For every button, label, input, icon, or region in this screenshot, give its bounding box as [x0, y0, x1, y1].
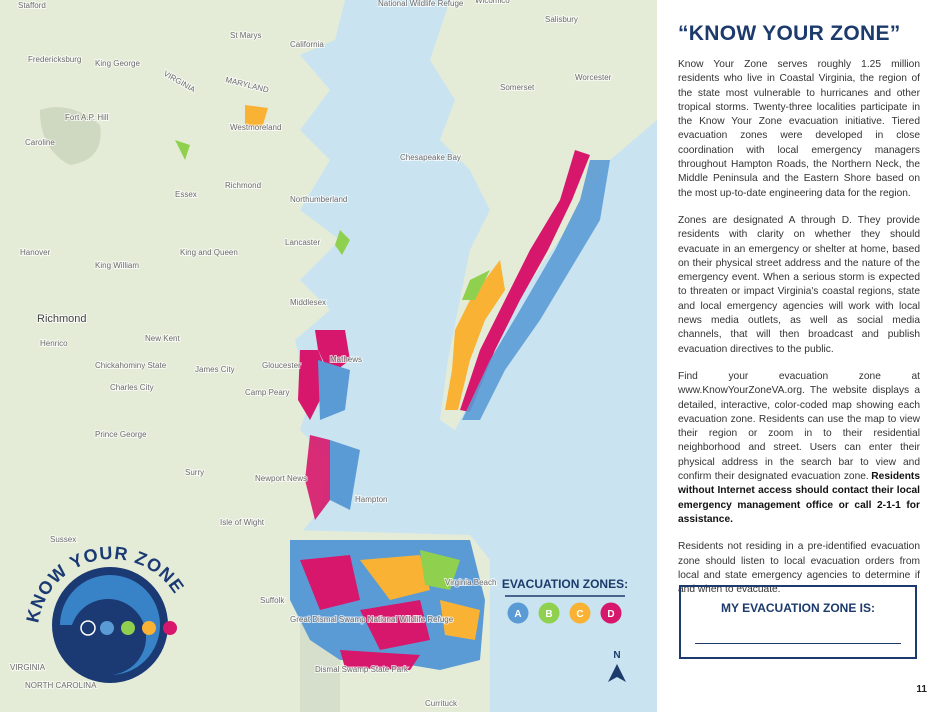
write-in-line: [695, 643, 901, 644]
fort-area: [40, 107, 101, 165]
legend-label: C: [576, 609, 583, 620]
zone-b: [420, 550, 460, 590]
map-label: Virginia Beach: [445, 578, 496, 587]
legend-swatch: [600, 602, 622, 624]
legend-label: B: [545, 609, 552, 620]
eastern-land: [430, 0, 657, 430]
map-label: Essex: [175, 190, 197, 199]
map-label: New Kent: [145, 334, 180, 343]
legend-swatch: [569, 602, 591, 624]
zone-a: [318, 360, 350, 420]
map-label: Lancaster: [285, 238, 320, 247]
map-label: Mathews: [330, 355, 362, 364]
legend-label: A: [514, 609, 521, 620]
zone-c: [445, 260, 505, 410]
map-label: James City: [195, 365, 235, 374]
map-label: King William: [95, 261, 139, 270]
map-label: Richmond: [37, 313, 87, 325]
zone-d: [300, 555, 360, 610]
paragraph-emphasis: Residents without Internet access should…: [678, 471, 920, 525]
legend: EVACUATION ZONES: A B C D: [502, 577, 628, 624]
zone-b: [335, 230, 350, 255]
map-label: Dismal Swamp State Park: [315, 665, 409, 674]
western-land: [0, 0, 345, 712]
map-label: Northumberland: [290, 195, 347, 204]
map-label: Currituck: [425, 699, 458, 708]
paragraph: Residents not residing in a pre-identifi…: [678, 541, 920, 596]
paragraph-text: Find your evacuation zone at www.KnowYou…: [678, 370, 920, 483]
map-label: Isle of Wight: [220, 518, 265, 527]
map-label: Camp Peary: [245, 388, 289, 397]
zone-a: [330, 440, 360, 510]
zone-box: MY EVACUATION ZONE IS:: [679, 585, 917, 659]
legend-title: EVACUATION ZONES:: [502, 577, 628, 591]
zone-b: [462, 270, 490, 300]
map-label: Sussex: [50, 535, 76, 544]
map-label: Caroline: [25, 138, 55, 147]
map-label: Somerset: [500, 83, 535, 92]
zone-c: [245, 105, 268, 128]
paragraph: Find your evacuation zone at www.KnowYou…: [678, 370, 920, 527]
map-label: NORTH CAROLINA: [25, 681, 97, 690]
map-label: Great Dismal Swamp National Wildlife Ref…: [290, 615, 454, 624]
map-label: Chickahominy State: [95, 361, 167, 370]
legend-swatch: [538, 602, 560, 624]
paragraph: Zones are designated A through D. They p…: [678, 214, 920, 355]
north-arrow-shape: [608, 664, 626, 682]
north-label: N: [613, 650, 620, 661]
map-label: King George: [95, 59, 140, 68]
map-label: Wicomico: [475, 0, 510, 5]
zone-a: [462, 160, 610, 420]
article: “KNOW YOUR ZONE” Know Your Zone serves r…: [678, 22, 920, 610]
map-label: Chesapeake Bay: [400, 153, 461, 162]
map-label: California: [290, 40, 324, 49]
map-label: Stafford: [18, 1, 46, 10]
map-label: National Wildlife Refuge: [378, 0, 464, 8]
page-number: 11: [916, 684, 927, 695]
map-label: Hanover: [20, 248, 51, 257]
map-label: Newport News: [255, 474, 307, 483]
zone-d: [340, 650, 420, 670]
paragraph: Know Your Zone serves roughly 1.25 milli…: [678, 59, 920, 199]
map-label: St Marys: [230, 31, 262, 40]
map-label: Henrico: [40, 339, 68, 348]
legend-swatch: [507, 602, 529, 624]
logo-dot: [142, 621, 156, 635]
map-label: Fort A.P. Hill: [65, 113, 109, 122]
map-label: Middlesex: [290, 298, 326, 307]
north-arrow: N: [608, 650, 626, 682]
zone-b: [175, 140, 190, 160]
legend-label: D: [607, 609, 614, 620]
map-label: Prince George: [95, 430, 147, 439]
logo-dot: [100, 621, 114, 635]
zone-d: [305, 435, 330, 520]
map-label: VIRGINIA: [10, 663, 46, 672]
logo-swirl: [60, 575, 160, 675]
logo-dot: [163, 621, 177, 635]
zone-d: [315, 330, 350, 375]
map-label: Charles City: [110, 383, 154, 392]
map-label: Gloucester: [262, 361, 301, 370]
map-label: Worcester: [575, 73, 612, 82]
map-label: Fredericksburg: [28, 55, 81, 64]
zone-d: [460, 150, 590, 412]
map: Stafford Fredericksburg King George St Mary…: [0, 0, 657, 712]
article-title: “KNOW YOUR ZONE”: [678, 22, 901, 45]
map-label: Surry: [185, 468, 204, 477]
map-label: King and Queen: [180, 248, 238, 257]
zone-c: [440, 600, 480, 640]
map-label: Hampton: [355, 495, 387, 504]
map-label: Westmoreland: [230, 123, 281, 132]
map-label: Suffolk: [260, 596, 285, 605]
map-label: Richmond: [225, 181, 261, 190]
logo-dot: [121, 621, 135, 635]
logo-dot: [80, 620, 96, 636]
zone-d: [360, 600, 430, 650]
zone-c: [360, 555, 430, 600]
map-label: Salisbury: [545, 15, 578, 24]
zone-box-title: MY EVACUATION ZONE IS:: [720, 601, 875, 615]
